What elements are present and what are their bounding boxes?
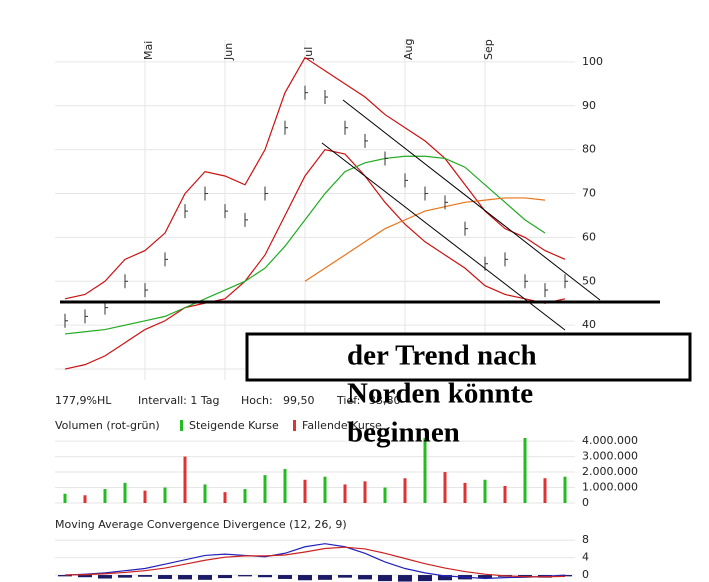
volume-bar — [443, 472, 447, 503]
histogram-bar — [398, 575, 412, 582]
info-text: Hoch: — [241, 394, 273, 407]
trend-line — [321, 142, 566, 331]
volume-bar — [383, 487, 387, 503]
legend-label: Fallende Kurse — [302, 419, 382, 432]
histogram-bar — [478, 575, 492, 579]
info-text: 177,9%HL — [55, 394, 112, 407]
histogram-bar — [198, 575, 212, 580]
y-tick-label: 4 — [582, 551, 589, 564]
legend-label: Steigende Kurse — [189, 419, 279, 432]
volume-bar — [403, 478, 407, 503]
info-text: 33,80 — [369, 394, 401, 407]
volume-bar — [463, 482, 467, 503]
volume-bar — [523, 438, 527, 503]
macd-line — [64, 546, 566, 578]
histogram-bar — [238, 575, 252, 577]
histogram-bar — [58, 575, 72, 577]
volume-bar — [563, 476, 567, 503]
panel-title: Moving Average Convergence Divergence (1… — [55, 518, 347, 531]
volume-bar — [143, 490, 147, 503]
histogram-bar — [138, 575, 152, 577]
volume-bar — [303, 479, 307, 503]
plots: 30405060708090100MaiJunJulAugSep177,9%HL… — [55, 39, 638, 582]
histogram-bar — [258, 575, 272, 578]
volume-bar — [183, 456, 187, 503]
volume-bar — [63, 493, 67, 503]
y-tick-label: 40 — [582, 318, 596, 331]
annotation-text: Norden könnte — [347, 378, 533, 410]
histogram-bar — [318, 575, 332, 580]
y-tick-label: 70 — [582, 187, 596, 200]
y-tick-label: 90 — [582, 99, 596, 112]
y-tick-label: 80 — [582, 143, 596, 156]
histogram-bar — [218, 575, 232, 579]
histogram-bar — [438, 575, 452, 581]
trend-line — [342, 99, 601, 301]
histogram-bar — [278, 575, 292, 579]
y-tick-label: 4.000.000 — [582, 434, 638, 447]
y-tick-label: 3.000.000 — [582, 450, 638, 463]
volume-bar — [263, 475, 267, 503]
volume-bar — [483, 479, 487, 503]
y-tick-label: 100 — [582, 55, 603, 68]
volume-bar — [343, 484, 347, 503]
histogram-bar — [338, 575, 352, 578]
y-tick-label: 1.000.000 — [582, 481, 638, 494]
band-upper — [64, 56, 566, 300]
y-tick-label: 2.000.000 — [582, 465, 638, 478]
histogram-bar — [378, 575, 392, 582]
y-tick-label: 8 — [582, 533, 589, 546]
x-tick-label: Mai — [142, 41, 155, 60]
histogram-bar — [418, 575, 432, 582]
annotation-text: beginnen — [347, 417, 460, 449]
volume-bar — [503, 485, 507, 503]
volume-bar — [283, 468, 287, 503]
info-text: 99,50 — [283, 394, 315, 407]
x-tick-label: Aug — [402, 39, 415, 60]
info-text: Tief: — [336, 394, 360, 407]
volume-bar — [243, 489, 247, 503]
histogram-bar — [98, 575, 112, 579]
volume-bar — [103, 489, 107, 503]
y-tick-label: 0 — [582, 496, 589, 509]
moving-average — [304, 197, 546, 282]
info-text: Intervall: 1 Tag — [138, 394, 220, 407]
volume-bar — [123, 482, 127, 503]
volume-bar — [363, 481, 367, 503]
band-lower — [64, 149, 566, 370]
y-tick-label: 50 — [582, 274, 596, 287]
histogram-bar — [78, 575, 92, 578]
volume-bar — [83, 495, 87, 503]
y-tick-label: 0 — [582, 568, 589, 581]
panel-title: Volumen (rot-grün) — [55, 419, 160, 432]
volume-bar — [203, 484, 207, 503]
volume-bar — [423, 438, 427, 503]
legend-swatch — [180, 420, 183, 431]
x-tick-label: Sep — [482, 39, 495, 60]
volume-bar — [323, 476, 327, 503]
histogram-bar — [358, 575, 372, 580]
volume-bar — [223, 492, 227, 503]
annotation-box — [245, 332, 692, 382]
volume-bar — [543, 478, 547, 503]
moving-average — [64, 155, 546, 335]
histogram-bar — [558, 575, 572, 577]
histogram-bar — [158, 575, 172, 579]
legend-swatch — [293, 420, 296, 431]
histogram-bar — [298, 575, 312, 581]
histogram-bar — [178, 575, 192, 580]
histogram-bar — [518, 575, 532, 578]
y-tick-label: 60 — [582, 230, 596, 243]
x-tick-label: Jun — [222, 43, 235, 61]
annotation-text: der Trend nach — [347, 340, 537, 372]
histogram-bar — [118, 575, 132, 578]
macd-line — [64, 543, 566, 580]
volume-bar — [163, 487, 167, 503]
